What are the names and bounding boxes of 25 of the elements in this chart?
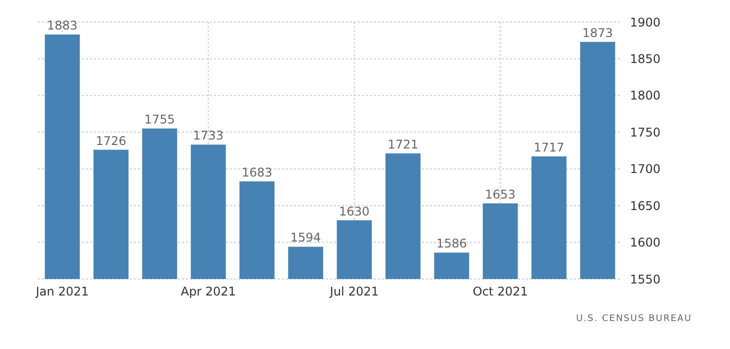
y-tick-label: 1750 <box>630 125 661 140</box>
text: U.S. CENSUS BUREAU <box>575 314 693 324</box>
x-tick-label: Jul 2021 <box>328 284 379 299</box>
data-label: 1653 <box>485 187 516 202</box>
data-label: 1586 <box>436 236 467 251</box>
y-tick-label: 1650 <box>630 198 661 213</box>
data-label: 1755 <box>144 112 175 126</box>
data-label: 1721 <box>388 137 418 152</box>
data-label: 1883 <box>47 18 78 32</box>
x-tick-label: Jan 2021 <box>34 284 89 299</box>
y-tick-label: 1850 <box>630 52 661 66</box>
data-label: 1630 <box>339 204 370 218</box>
data-label: 1717 <box>534 140 564 154</box>
data-label: 1683 <box>242 165 272 180</box>
data-label: 1726 <box>96 134 126 148</box>
y-tick-label: 1700 <box>630 162 661 176</box>
data-label: 1733 <box>193 128 224 143</box>
x-tick-label: Oct 2021 <box>472 284 528 299</box>
data-label: 1873 <box>582 26 613 40</box>
y-tick-label: 1550 <box>630 272 661 286</box>
y-tick-label: 1800 <box>630 88 661 103</box>
data-label: 1594 <box>290 230 321 245</box>
y-tick-label: 1600 <box>630 236 661 250</box>
y-tick-label: 1900 <box>630 15 661 30</box>
x-tick-label: Apr 2021 <box>180 284 236 299</box>
